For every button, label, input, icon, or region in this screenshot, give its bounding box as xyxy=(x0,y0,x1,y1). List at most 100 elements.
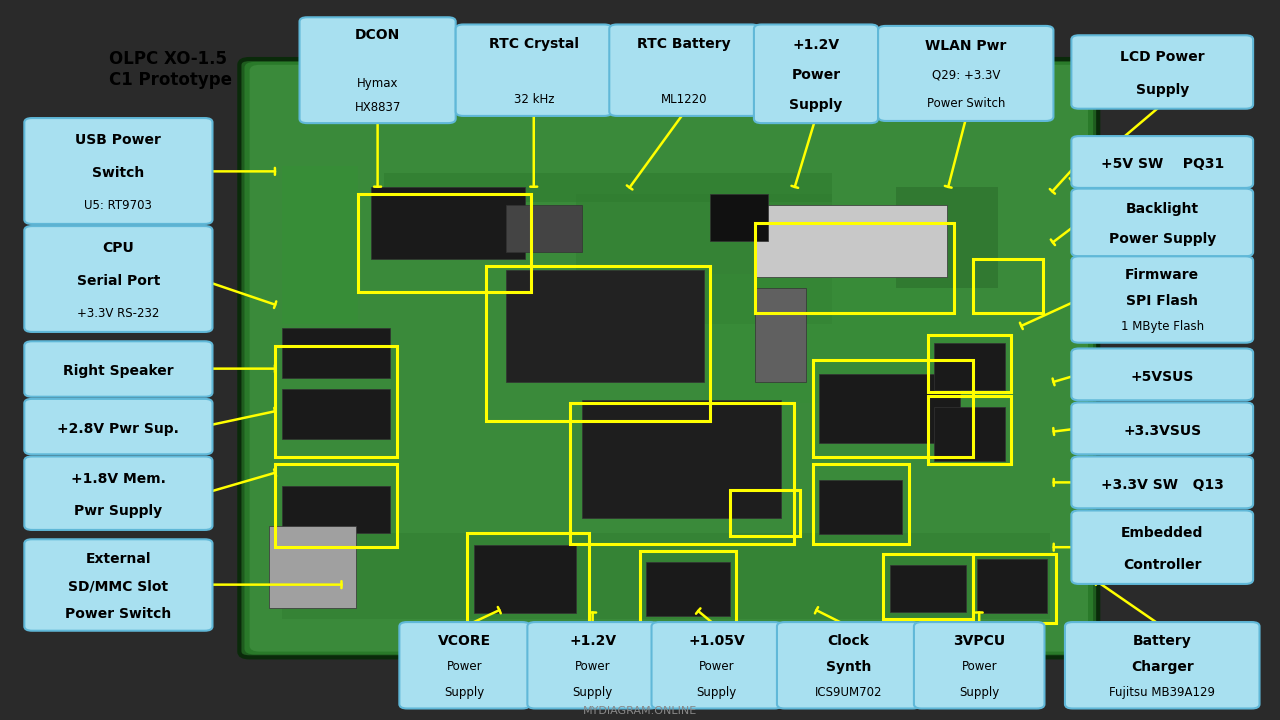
Text: SD/MMC Slot: SD/MMC Slot xyxy=(68,580,169,593)
FancyBboxPatch shape xyxy=(652,622,782,708)
FancyBboxPatch shape xyxy=(1071,35,1253,109)
FancyBboxPatch shape xyxy=(1071,256,1253,343)
Bar xyxy=(896,187,998,288)
Text: Clock: Clock xyxy=(828,634,869,648)
Bar xyxy=(646,562,730,616)
Text: SPI Flash: SPI Flash xyxy=(1126,294,1198,308)
Text: ML1220: ML1220 xyxy=(660,93,708,106)
Text: Backlight: Backlight xyxy=(1125,202,1199,216)
Text: ICS9UM702: ICS9UM702 xyxy=(815,686,882,699)
Text: Synth: Synth xyxy=(826,660,872,674)
Text: RTC Crystal: RTC Crystal xyxy=(489,37,579,51)
Text: Power: Power xyxy=(447,660,483,673)
Bar xyxy=(282,328,390,378)
Text: Firmware: Firmware xyxy=(1125,268,1199,282)
Bar xyxy=(977,559,1047,613)
FancyBboxPatch shape xyxy=(527,622,658,708)
FancyBboxPatch shape xyxy=(250,65,1088,652)
FancyBboxPatch shape xyxy=(456,24,612,116)
FancyBboxPatch shape xyxy=(1071,402,1253,454)
Text: Power: Power xyxy=(791,68,841,82)
Text: HX8837: HX8837 xyxy=(355,102,401,114)
Text: WLAN Pwr: WLAN Pwr xyxy=(925,39,1006,53)
Text: Right Speaker: Right Speaker xyxy=(63,364,174,378)
Bar xyxy=(282,389,390,439)
Text: Hymax: Hymax xyxy=(357,77,398,90)
FancyBboxPatch shape xyxy=(1071,136,1253,188)
Bar xyxy=(934,343,1005,390)
FancyBboxPatch shape xyxy=(24,226,212,332)
Bar xyxy=(819,374,960,443)
Bar xyxy=(576,194,832,324)
Text: Power: Power xyxy=(699,660,735,673)
Text: MYDIAGRAM.ONLINE: MYDIAGRAM.ONLINE xyxy=(582,706,698,716)
Bar xyxy=(813,360,973,457)
FancyBboxPatch shape xyxy=(878,26,1053,121)
Bar xyxy=(883,554,973,619)
Text: Switch: Switch xyxy=(92,166,145,179)
Text: RTC Battery: RTC Battery xyxy=(637,37,731,51)
Bar xyxy=(486,266,710,421)
FancyBboxPatch shape xyxy=(24,456,212,530)
Bar xyxy=(819,480,902,534)
Bar xyxy=(506,205,582,252)
Bar xyxy=(467,533,589,626)
FancyBboxPatch shape xyxy=(1071,456,1253,508)
Text: +5VSUS: +5VSUS xyxy=(1130,369,1194,384)
FancyBboxPatch shape xyxy=(24,399,212,454)
Text: Battery: Battery xyxy=(1133,634,1192,648)
Text: +1.2V: +1.2V xyxy=(792,38,840,53)
Bar xyxy=(275,464,397,547)
Text: DCON: DCON xyxy=(355,28,401,42)
Bar xyxy=(934,407,1005,461)
Bar xyxy=(282,486,390,533)
Bar xyxy=(384,173,832,202)
Bar xyxy=(282,166,358,324)
Text: Power: Power xyxy=(961,660,997,673)
Text: Power Supply: Power Supply xyxy=(1108,232,1216,246)
Bar xyxy=(282,533,1050,619)
Bar xyxy=(640,551,736,626)
FancyBboxPatch shape xyxy=(399,622,530,708)
Text: +1.05V: +1.05V xyxy=(689,634,745,648)
Text: +3.3V RS-232: +3.3V RS-232 xyxy=(77,307,160,320)
Text: Power Switch: Power Switch xyxy=(65,607,172,621)
Text: +1.8V Mem.: +1.8V Mem. xyxy=(70,472,166,485)
Bar xyxy=(928,396,1011,464)
Bar xyxy=(269,526,356,608)
Text: Embedded: Embedded xyxy=(1121,526,1203,539)
FancyBboxPatch shape xyxy=(609,24,759,116)
Text: Power: Power xyxy=(575,660,611,673)
Bar xyxy=(371,187,525,259)
Bar xyxy=(570,403,794,544)
Bar xyxy=(582,400,781,518)
Text: +2.8V Pwr Sup.: +2.8V Pwr Sup. xyxy=(58,422,179,436)
FancyBboxPatch shape xyxy=(244,62,1093,654)
Bar xyxy=(755,288,806,382)
Text: Supply: Supply xyxy=(1135,83,1189,96)
Bar xyxy=(973,259,1043,313)
FancyBboxPatch shape xyxy=(300,17,456,123)
FancyBboxPatch shape xyxy=(24,341,212,397)
Text: USB Power: USB Power xyxy=(76,133,161,147)
Text: LCD Power: LCD Power xyxy=(1120,50,1204,64)
Text: Controller: Controller xyxy=(1123,558,1202,572)
FancyBboxPatch shape xyxy=(754,24,878,123)
Bar xyxy=(890,565,966,612)
Bar xyxy=(358,194,531,292)
Bar xyxy=(506,270,704,382)
Text: External: External xyxy=(86,552,151,566)
Text: Pwr Supply: Pwr Supply xyxy=(74,504,163,518)
Bar xyxy=(704,274,960,403)
Text: Supply: Supply xyxy=(959,686,1000,699)
Text: CPU: CPU xyxy=(102,241,134,255)
Bar xyxy=(755,223,954,313)
Bar xyxy=(474,545,576,613)
Text: Serial Port: Serial Port xyxy=(77,274,160,287)
Text: +1.2V: +1.2V xyxy=(570,634,616,648)
Text: +3.3V SW   Q13: +3.3V SW Q13 xyxy=(1101,477,1224,492)
FancyBboxPatch shape xyxy=(24,539,212,631)
Text: Q29: +3.3V: Q29: +3.3V xyxy=(932,68,1000,81)
FancyBboxPatch shape xyxy=(777,622,920,708)
Bar xyxy=(928,335,1011,392)
